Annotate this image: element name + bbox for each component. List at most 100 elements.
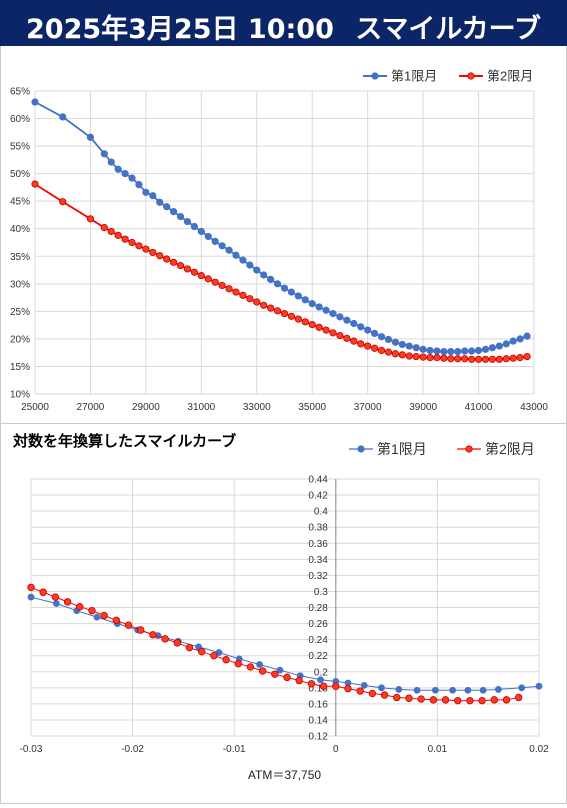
data-point <box>142 188 150 196</box>
data-point <box>59 113 67 121</box>
x-tick-label: 0 <box>333 744 339 755</box>
data-point <box>332 682 340 690</box>
data-point <box>461 355 469 363</box>
x-tick-label: 27000 <box>77 402 105 413</box>
legend-marker <box>357 445 365 453</box>
data-point <box>405 352 413 360</box>
data-point <box>218 281 226 290</box>
data-point <box>260 301 268 309</box>
y-tick-label: 0.16 <box>308 699 328 710</box>
data-point <box>364 326 372 334</box>
data-point <box>364 342 372 350</box>
data-point <box>433 354 441 362</box>
data-point <box>267 275 275 284</box>
data-point <box>253 266 261 274</box>
y-tick-label: 35% <box>10 252 30 263</box>
data-point <box>464 686 472 694</box>
data-point <box>197 647 206 656</box>
data-point <box>27 593 35 601</box>
data-point <box>308 320 316 329</box>
data-point <box>142 245 150 253</box>
y-tick-label: 0.34 <box>308 555 328 566</box>
data-point <box>93 613 101 621</box>
data-point <box>523 332 531 340</box>
data-point <box>225 246 233 254</box>
data-point <box>31 180 39 188</box>
data-point <box>204 232 212 241</box>
data-point <box>63 598 72 606</box>
data-point <box>516 335 524 343</box>
data-point <box>287 312 296 320</box>
data-point <box>481 345 490 353</box>
data-point <box>173 639 182 647</box>
data-point <box>343 316 351 324</box>
data-point <box>336 332 344 340</box>
data-point <box>384 348 393 356</box>
x-tick-label: 39000 <box>409 402 437 413</box>
data-point <box>384 335 393 344</box>
data-point <box>222 656 230 664</box>
data-point <box>276 666 284 674</box>
data-point <box>514 693 523 702</box>
data-point <box>336 313 344 321</box>
data-point <box>429 696 438 704</box>
data-point <box>156 198 164 206</box>
y-tick-label: 0.36 <box>308 539 328 550</box>
data-point <box>433 347 441 355</box>
data-point <box>225 285 233 293</box>
grid <box>30 478 540 737</box>
x-tick-label: 41000 <box>465 402 493 413</box>
data-point <box>273 280 282 288</box>
data-point <box>260 271 268 279</box>
data-point <box>183 265 192 273</box>
data-point <box>121 170 129 178</box>
data-point <box>468 355 476 363</box>
data-point <box>239 291 247 299</box>
data-point <box>107 158 115 166</box>
data-point <box>502 340 510 348</box>
data-point <box>59 198 67 206</box>
data-point <box>322 306 330 314</box>
data-point <box>185 643 194 652</box>
data-point <box>413 686 421 694</box>
y-tick-label: 0.38 <box>308 523 328 534</box>
data-point <box>128 174 136 182</box>
data-point <box>395 686 403 693</box>
data-point <box>468 347 476 355</box>
y-tick-label: 55% <box>10 142 30 153</box>
data-point <box>210 651 218 660</box>
data-point <box>319 682 328 690</box>
data-point <box>253 298 261 306</box>
y-tick-label: 60% <box>10 114 30 125</box>
data-point <box>53 600 60 607</box>
data-point <box>114 231 122 239</box>
data-point <box>315 303 323 311</box>
data-point <box>454 696 462 705</box>
data-point <box>197 227 205 236</box>
x-tick-label: 37000 <box>354 402 382 413</box>
y-tick-label: 0.42 <box>308 491 328 502</box>
data-point <box>100 224 108 232</box>
data-point <box>86 133 95 141</box>
data-point <box>502 355 510 363</box>
data-point <box>27 583 35 592</box>
x-tick-label: -0.02 <box>121 744 144 755</box>
grid <box>34 90 535 395</box>
data-point <box>481 355 490 363</box>
y-tick-label: 15% <box>10 362 30 373</box>
atm-label: ATM＝37,750 <box>247 768 322 782</box>
data-point <box>377 333 386 341</box>
data-point <box>88 607 96 615</box>
data-point <box>76 602 84 611</box>
data-point <box>360 682 368 689</box>
data-point <box>51 593 60 601</box>
data-point <box>509 337 517 345</box>
chart-panel-log-moneyness: 対数を年換算したスマイルカーブ 0.12 0.14 0.16 0.18 0.2 0.22 0… <box>0 424 567 804</box>
data-point <box>441 696 450 704</box>
data-point <box>405 694 413 702</box>
data-point <box>149 192 157 200</box>
data-point <box>176 262 185 270</box>
data-point <box>391 350 399 358</box>
data-point <box>370 329 379 337</box>
data-point <box>454 355 462 363</box>
